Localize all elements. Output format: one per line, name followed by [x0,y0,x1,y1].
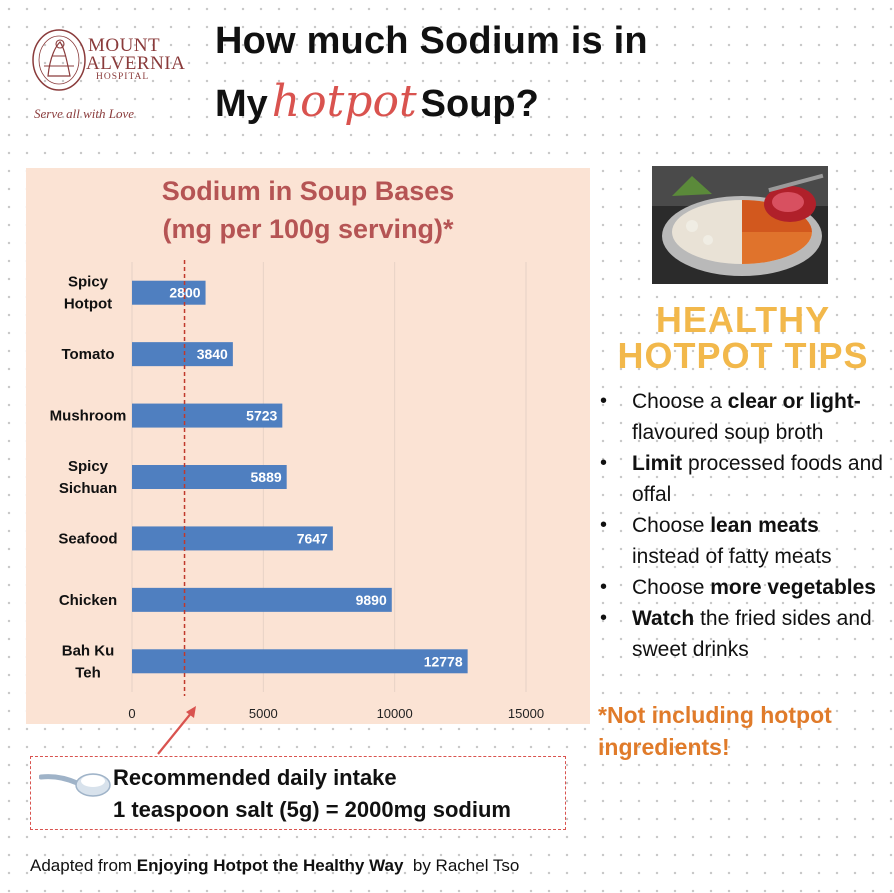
source-prefix: Adapted from [30,856,137,875]
source-credit: Adapted from Enjoying Hotpot the Healthy… [30,856,519,876]
chart-title: Sodium in Soup Bases [161,176,455,206]
chart-panel: Sodium in Soup Bases (mg per 100g servin… [26,168,590,724]
bar-value-label: 5723 [246,408,277,424]
tip-text: flavoured soup broth [632,421,824,444]
bar-value-label: 5889 [251,469,282,485]
bar [132,465,287,489]
hospital-logo: MOUNT ALVERNIA HOSPITAL Serve all with L… [30,26,185,126]
tip-bold: clear or light- [727,390,861,413]
category-label: Sichuan [59,480,117,497]
category-label: Spicy [68,274,109,291]
bar [132,649,468,674]
tips-title-line1: HEALTHY [655,299,831,340]
category-label: Spicy [68,458,109,475]
title-soup: Soup? [420,83,539,125]
x-tick-label: 15000 [508,706,544,721]
bar [132,587,392,612]
tip-item: Choose more vegetables [600,572,890,603]
salt-spoon-icon [39,773,111,797]
logo-name-line2: ALVERNIA [86,53,186,74]
reference-arrow-icon [157,706,196,755]
footnote-line2: ingredients! [598,734,730,760]
logo-name-line3: HOSPITAL [96,72,150,82]
tip-item: Watch the fried sides and sweet drinks [600,603,890,665]
tip-text: instead of fatty meats [632,545,832,568]
tip-bold: lean meats [710,514,819,537]
tip-bold: Watch [632,607,695,630]
page-title-line2: Myhotpot Soup? [215,76,539,127]
bar-value-label: 2800 [169,285,200,301]
category-label: Chicken [59,592,117,609]
title-hotpot-script: hotpot [271,76,417,127]
hotpot-photo [652,166,828,284]
tips-list: Choose a clear or light- flavoured soup … [600,386,890,665]
tip-text: Choose [632,514,711,537]
recommendation-detail: 1 teaspoon salt (5g) = 2000mg sodium [113,797,511,822]
tip-text: Choose a [632,390,728,413]
bar-value-label: 9890 [356,592,387,608]
bar-value-label: 12778 [424,653,463,669]
bar [132,526,333,551]
tip-text: the fried sides and sweet drinks [632,607,872,661]
tip-bold: more vegetables [710,576,876,599]
page-title-line1: How much Sodium is in [215,20,648,62]
tip-item: Choose a clear or light- flavoured soup … [600,386,890,448]
x-tick-label: 0 [128,706,135,721]
tips-title-line2: HOTPOT TIPS [617,335,869,376]
title-my: My [215,83,268,125]
recommendation-title: Recommended daily intake [113,765,397,790]
logo-name-line1: MOUNT [88,35,161,56]
category-label: Tomato [61,346,114,363]
footnote-line1: *Not including hotpot [598,702,832,728]
source-author: by Rachel Tso [403,856,520,875]
category-label: Mushroom [50,408,127,425]
tip-text: Choose [632,576,711,599]
x-tick-label: 10000 [377,706,413,721]
tip-item: Limit processed foods and offal [600,448,890,510]
bar-chart: 0 5000 10000 15000 2800 Spicy Hotpot 3840 Tomato… [50,260,544,721]
source-book-title: Enjoying Hotpot the Healthy Way [136,856,404,875]
bar-value-label: 3840 [197,346,228,362]
hospital-crest-icon [32,29,86,91]
tip-bold: Limit [632,452,683,475]
chart-subtitle: (mg per 100g serving)* [162,214,454,244]
bar-value-label: 7647 [297,530,328,546]
category-label: Bah Ku [62,642,115,659]
x-tick-label: 5000 [249,706,278,721]
bar [132,342,233,367]
recommendation-box: Recommended daily intake 1 teaspoon salt… [30,756,566,830]
category-label: Hotpot [64,296,112,313]
category-label: Teh [75,664,101,681]
logo-tagline: Serve all with Love [34,106,135,121]
category-label: Seafood [58,530,117,547]
tip-item: Choose lean meats instead of fatty meats [600,510,890,572]
tip-text: processed foods and offal [632,452,883,506]
bar [132,403,283,428]
bar [132,280,206,305]
